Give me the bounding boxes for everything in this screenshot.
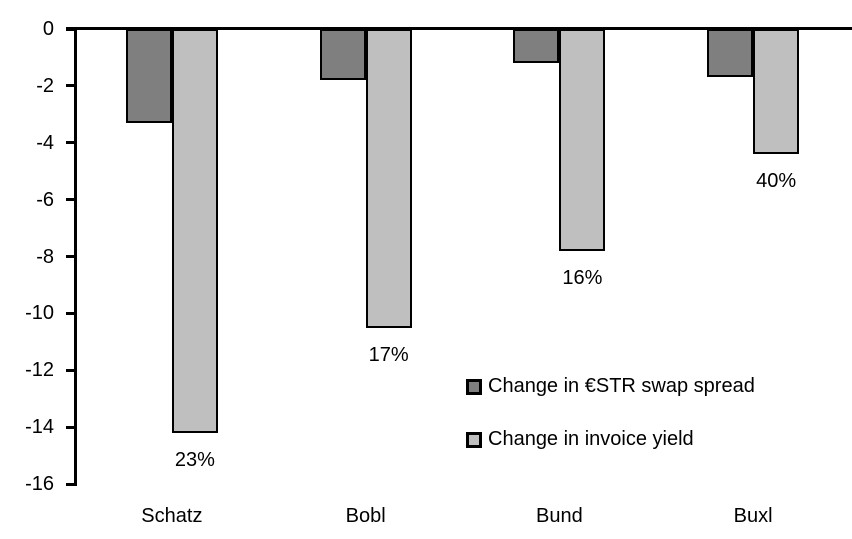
bar-bobl-series-1: [365, 29, 412, 328]
y-tick-mark: [66, 368, 77, 372]
y-tick-label: -2: [36, 74, 54, 97]
zero-baseline: [66, 27, 852, 30]
data-label-buxl: 40%: [756, 170, 797, 193]
bar-schatz-series-0: [125, 29, 172, 123]
data-label-schatz: 23%: [174, 448, 215, 471]
bar-schatz-series-1: [171, 29, 218, 433]
y-tick-label: -10: [25, 302, 54, 325]
legend-swatch-invoice-yield-icon: [466, 431, 482, 448]
y-tick-label: -14: [25, 416, 54, 439]
y-tick-label: -8: [36, 245, 54, 268]
y-tick-mark: [66, 255, 77, 258]
x-category-label-buxl: Buxl: [733, 505, 773, 527]
y-tick-mark: [66, 482, 77, 486]
y-tick-mark: [66, 425, 77, 429]
y-tick-label: -6: [36, 188, 54, 211]
legend-item-invoice-yield: Change in invoice yield: [466, 428, 694, 451]
y-tick-mark: [66, 84, 77, 88]
y-tick-label: -16: [25, 473, 54, 495]
legend-label-invoice-yield: Change in invoice yield: [488, 428, 694, 450]
y-tick-mark: [66, 141, 77, 145]
legend-label-swap-spread: Change in €STR swap spread: [488, 375, 755, 397]
y-tick-mark: [66, 198, 77, 202]
data-label-bobl: 17%: [368, 343, 409, 366]
bar-bobl-series-0: [319, 29, 366, 81]
bar-buxl-series-0: [707, 29, 754, 78]
bar-bund-series-1: [559, 29, 606, 251]
data-label-bund: 16%: [562, 266, 603, 289]
legend-swatch-swap-spread-icon: [466, 378, 482, 395]
x-category-label-bund: Bund: [536, 505, 583, 527]
y-tick-label: -12: [25, 359, 54, 382]
legend-item-swap-spread: Change in €STR swap spread: [466, 375, 755, 398]
x-category-label-bobl: Bobl: [345, 505, 386, 527]
y-tick-mark: [66, 311, 77, 315]
bar-buxl-series-1: [753, 29, 800, 155]
x-category-label-schatz: Schatz: [141, 505, 203, 527]
y-tick-label: 0: [42, 18, 54, 40]
y-tick-label: -4: [36, 131, 54, 154]
bar-bund-series-0: [513, 29, 560, 64]
